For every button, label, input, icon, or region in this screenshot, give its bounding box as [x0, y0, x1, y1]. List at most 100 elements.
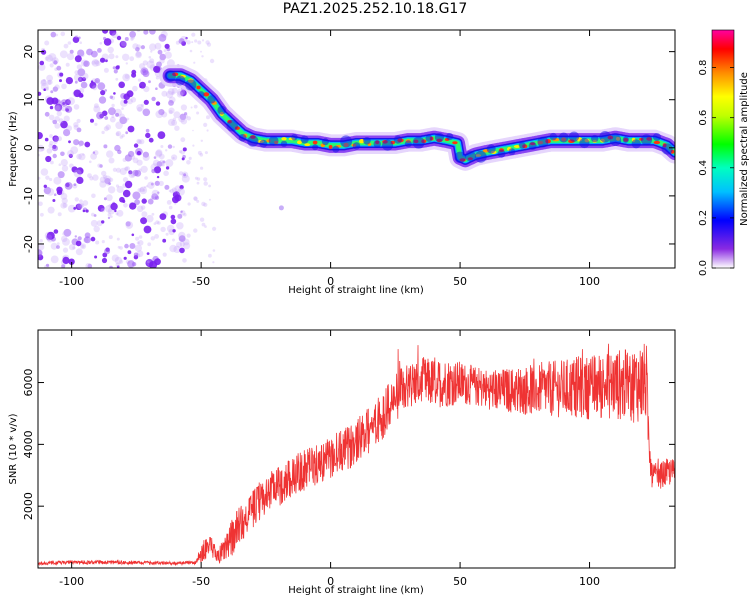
noise-speckle	[49, 177, 53, 182]
noise-speckle	[104, 248, 111, 255]
ridge-bump	[579, 137, 590, 149]
noise-speckle	[136, 159, 143, 166]
noise-speckle	[146, 60, 155, 69]
noise-speckle	[164, 184, 170, 190]
noise-speckle	[50, 242, 58, 250]
noise-speckle	[125, 166, 130, 172]
y-tick-label: 6000	[22, 369, 35, 397]
noise-speckle	[46, 188, 55, 196]
noise-speckle	[193, 104, 198, 109]
noise-speckle	[136, 104, 144, 112]
noise-speckle	[120, 40, 127, 47]
noise-speckle	[130, 34, 136, 40]
noise-speckle	[75, 248, 83, 256]
noise-speckle	[107, 186, 116, 194]
noise-speckle	[131, 233, 135, 237]
noise-speckle	[90, 80, 94, 83]
noise-speckle	[50, 255, 59, 264]
noise-speckle	[147, 198, 154, 205]
ridge-bump	[175, 75, 186, 86]
ridge-bump	[497, 149, 506, 158]
noise-speckle	[193, 228, 198, 233]
noise-speckle	[38, 176, 41, 180]
noise-speckle	[81, 81, 84, 85]
noise-speckle	[99, 176, 107, 183]
ridge-bump	[631, 139, 641, 149]
noise-speckle	[178, 38, 185, 45]
noise-speckle	[109, 116, 116, 123]
noise-speckle	[179, 241, 185, 247]
y-tick-label: 10	[22, 93, 35, 107]
snr-xlabel: Height of straight line (km)	[288, 585, 424, 596]
noise-speckle	[183, 242, 191, 250]
noise-speckle	[119, 246, 123, 250]
ridge-bump	[425, 134, 433, 142]
noise-speckle	[143, 30, 149, 35]
noise-speckle	[153, 65, 161, 73]
snr-frame	[37, 329, 676, 569]
noise-speckle	[176, 222, 184, 230]
noise-speckle	[158, 34, 167, 42]
ridge-bump	[382, 139, 394, 151]
noise-speckle	[180, 210, 183, 213]
ridge-bump	[558, 132, 569, 143]
noise-speckle	[143, 186, 147, 189]
noise-speckle	[89, 81, 97, 89]
noise-speckle	[190, 106, 193, 109]
noise-speckle	[137, 139, 143, 145]
ridge-bump	[300, 135, 309, 144]
noise-speckle	[126, 90, 134, 98]
noise-speckle	[52, 86, 59, 92]
noise-speckle	[119, 40, 127, 48]
noise-speckle	[152, 159, 160, 167]
spectrogram-noise-layer	[38, 30, 284, 268]
noise-speckle	[134, 244, 142, 252]
colorbar-label: Normalized spectral amplitude	[739, 72, 750, 226]
noise-speckle	[76, 118, 81, 124]
noise-speckle	[79, 203, 85, 208]
noise-speckle	[136, 150, 142, 156]
noise-speckle	[115, 262, 120, 267]
ridge-peak	[196, 85, 201, 90]
noise-speckle	[124, 180, 133, 189]
noise-speckle	[76, 64, 83, 70]
noise-speckle	[167, 144, 173, 149]
noise-speckle	[95, 240, 100, 245]
noise-speckle	[100, 90, 106, 96]
noise-speckle	[83, 236, 91, 244]
noise-speckle	[47, 206, 55, 214]
noise-speckle	[45, 54, 53, 62]
noise-speckle	[145, 128, 150, 133]
noise-speckle	[156, 175, 160, 179]
y-tick-label: 0	[22, 144, 35, 151]
noise-speckle	[68, 140, 71, 144]
noise-speckle	[44, 40, 50, 46]
noise-speckle	[143, 225, 152, 234]
noise-speckle	[46, 263, 50, 267]
snr-y-ticks: 2000 4000 6000	[22, 369, 675, 520]
noise-speckle	[182, 238, 190, 246]
noise-speckle	[73, 183, 77, 186]
noise-speckle	[180, 118, 188, 125]
noise-speckle	[146, 252, 150, 256]
noise-speckle	[153, 256, 157, 260]
ridge-bump	[434, 132, 444, 142]
noise-speckle	[155, 220, 160, 225]
noise-speckle	[208, 184, 212, 188]
noise-speckle	[101, 130, 105, 135]
colorbar-tick-label: 0.2	[698, 210, 709, 226]
noise-speckle	[119, 196, 125, 203]
noise-speckle	[177, 187, 185, 196]
noise-speckle	[129, 31, 137, 38]
noise-speckle	[193, 196, 198, 201]
snr-panel: -100 -50 0 50 100 2000 4000 6000 Height of str…	[8, 329, 676, 596]
noise-speckle	[67, 41, 72, 45]
noise-speckle	[180, 89, 187, 97]
noise-speckle	[125, 221, 131, 227]
x-tick-label: -50	[192, 575, 210, 588]
ridge-bump	[599, 131, 611, 143]
noise-speckle	[171, 87, 178, 94]
noise-speckle	[108, 182, 112, 186]
noise-speckle	[94, 255, 98, 259]
ridge-bump	[280, 140, 288, 147]
